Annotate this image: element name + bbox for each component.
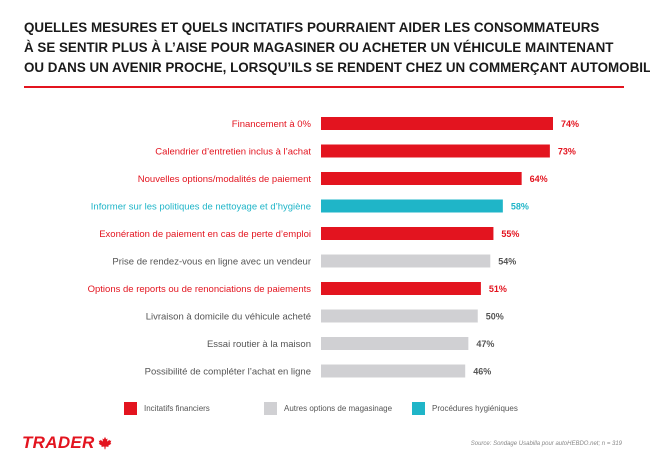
category-label: Nouvelles options/modalités de paiement (138, 174, 312, 185)
value-label: 46% (473, 367, 491, 377)
title-line-2: À SE SENTIR PLUS À L’AISE POUR MAGASINER… (24, 40, 614, 55)
category-label: Financement à 0% (232, 119, 312, 130)
value-label: 74% (561, 119, 579, 129)
bar (321, 309, 478, 323)
legend-swatch-hygiene (412, 402, 425, 415)
bar (321, 172, 522, 185)
logo-text: TRADER (22, 433, 95, 452)
title-line-1: QUELLES MESURES ET QUELS INCITATIFS POUR… (24, 20, 600, 35)
bar (321, 337, 469, 350)
category-label: Exonération de paiement en cas de perte … (99, 229, 311, 240)
category-label: Livraison à domicile du véhicule acheté (146, 312, 311, 323)
category-label: Essai routier à la maison (207, 339, 311, 350)
trader-logo: TRADER (22, 433, 112, 453)
legend-label-autres: Autres options de magasinage (284, 404, 393, 413)
category-label: Options de reports ou de renonciations d… (88, 284, 312, 295)
legend-item-financier: Incitatifs financiers (124, 402, 210, 415)
maple-leaf-icon (98, 436, 111, 450)
value-label: 54% (498, 257, 516, 267)
value-label: 47% (476, 339, 494, 349)
bar (321, 227, 494, 240)
bar (321, 199, 503, 213)
legend-swatch-financier (124, 402, 137, 415)
legend-item-autres: Autres options de magasinage (264, 402, 392, 415)
legend-swatch-autres (264, 402, 277, 415)
value-label: 73% (558, 147, 576, 157)
bar (321, 282, 481, 295)
category-label: Possibilité de compléter l’achat en lign… (145, 367, 311, 378)
category-label: Informer sur les politiques de nettoyage… (91, 202, 311, 213)
legend-label-financier: Incitatifs financiers (144, 404, 210, 413)
title-divider (24, 86, 624, 88)
bar (321, 117, 553, 130)
category-label: Prise de rendez-vous en ligne avec un ve… (112, 257, 311, 268)
bar (321, 254, 491, 268)
bar-chart: Financement à 0% 74% Calendrier d’entretie… (88, 117, 579, 378)
legend-item-hygiene: Procédures hygiéniques (412, 402, 518, 415)
bar (321, 144, 550, 158)
value-label: 55% (501, 229, 519, 239)
category-label: Calendrier d’entretien inclus à l’achat (155, 147, 311, 158)
chart-title: QUELLES MESURES ET QUELS INCITATIFS POUR… (24, 18, 650, 78)
source-note: Source: Sondage Usabilla pour autoHEBDO.… (470, 441, 622, 447)
legend-label-hygiene: Procédures hygiéniques (432, 404, 518, 413)
value-label: 50% (486, 312, 504, 322)
value-label: 58% (511, 202, 529, 212)
bar (321, 364, 466, 378)
value-label: 64% (530, 174, 548, 184)
title-line-3: OU DANS UN AVENIR PROCHE, LORSQU’ILS SE … (24, 60, 650, 75)
value-label: 51% (489, 284, 507, 294)
